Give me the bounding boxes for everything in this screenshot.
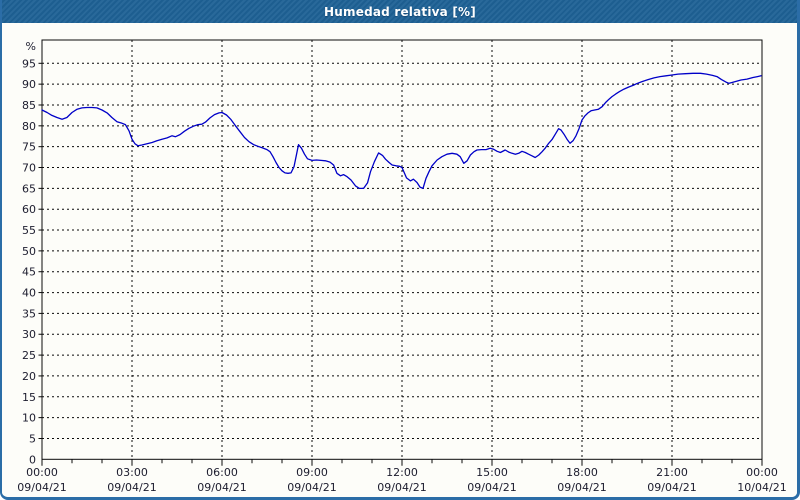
- y-tick-label: 35: [22, 307, 36, 320]
- y-tick-label: 20: [22, 370, 36, 383]
- y-tick-label: 55: [22, 224, 36, 237]
- x-tick-time-label: 12:00: [386, 466, 418, 479]
- x-tick-date-label: 09/04/21: [107, 481, 156, 494]
- y-axis-unit-label: %: [26, 40, 36, 53]
- x-tick-date-label: 10/04/21: [737, 481, 786, 494]
- window-titlebar: Humedad relativa [%]: [2, 0, 797, 23]
- x-tick-time-label: 09:00: [296, 466, 328, 479]
- x-tick-time-label: 06:00: [206, 466, 238, 479]
- y-tick-label: 30: [22, 328, 36, 341]
- humidity-series-line: [41, 72, 762, 190]
- y-tick-label: 85: [22, 99, 36, 112]
- x-tick-date-label: 09/04/21: [647, 481, 696, 494]
- y-tick-label: 70: [22, 162, 36, 175]
- x-tick-date-label: 09/04/21: [557, 481, 606, 494]
- window-title: Humedad relativa [%]: [324, 4, 476, 19]
- x-tick-time-label: 03:00: [116, 466, 148, 479]
- x-tick-date-label: 09/04/21: [197, 481, 246, 494]
- y-tick-label: 10: [22, 412, 36, 425]
- chart-area: 0 5 10 15 20 25 30 35 40 45 50 55 60 65 70 75 80 85 90 95% 0…: [2, 23, 797, 497]
- x-tick-time-label: 00:00: [746, 466, 778, 479]
- y-tick-label: 15: [22, 391, 36, 404]
- y-tick-label: 5: [29, 432, 36, 445]
- x-tick-date-label: 09/04/21: [377, 481, 426, 494]
- y-tick-label: 95: [22, 57, 36, 70]
- x-tick-time-label: 00:00: [26, 466, 58, 479]
- y-tick-label: 40: [22, 287, 36, 300]
- y-tick-label: 45: [22, 266, 36, 279]
- y-tick-label: 0: [29, 453, 36, 466]
- y-tick-label: 80: [22, 120, 36, 133]
- x-tick-date-label: 09/04/21: [467, 481, 516, 494]
- x-tick-time-label: 18:00: [566, 466, 598, 479]
- x-tick-date-label: 09/04/21: [287, 481, 336, 494]
- y-tick-label: 65: [22, 182, 36, 195]
- humidity-line-chart: 0 5 10 15 20 25 30 35 40 45 50 55 60 65 70 75 80 85 90 95% 0…: [17, 39, 787, 494]
- y-tick-label: 75: [22, 141, 36, 154]
- x-tick-time-label: 21:00: [656, 466, 688, 479]
- x-tick-time-label: 15:00: [476, 466, 508, 479]
- y-tick-label: 25: [22, 349, 36, 362]
- y-tick-label: 60: [22, 203, 36, 216]
- y-tick-label: 50: [22, 245, 36, 258]
- x-tick-date-label: 09/04/21: [17, 481, 66, 494]
- y-tick-label: 90: [22, 78, 36, 91]
